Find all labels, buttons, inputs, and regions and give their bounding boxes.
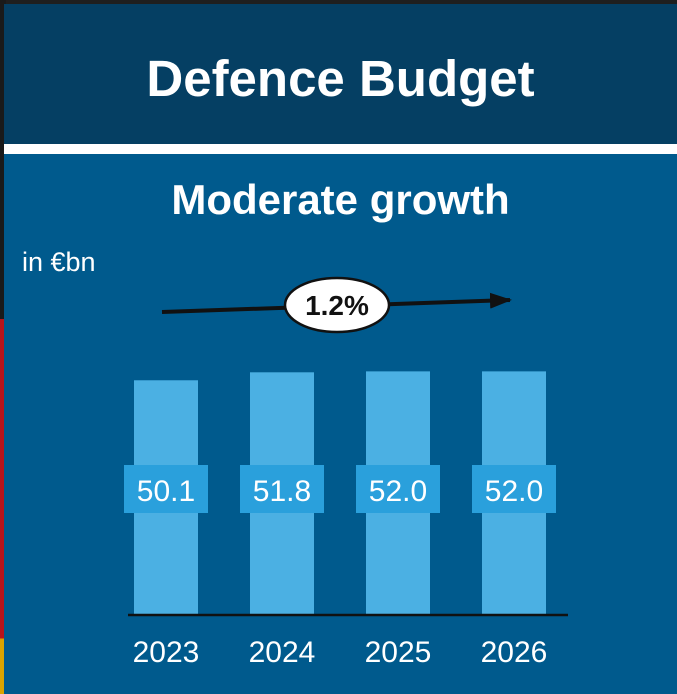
bar-chart: 1.2% 50.1 2023 51.8 2024 52.0 2025 52.0 2026 bbox=[124, 276, 568, 669]
x-tick-label-2026: 2026 bbox=[481, 636, 548, 669]
x-tick-label-2025: 2025 bbox=[365, 636, 432, 669]
value-label-background-2026 bbox=[472, 465, 556, 513]
value-label-background-2025 bbox=[356, 465, 440, 513]
value-label-2023: 50.1 bbox=[137, 475, 195, 508]
page-title: Defence Budget bbox=[146, 50, 535, 107]
unit-label: in €bn bbox=[22, 247, 96, 277]
value-label-2025: 52.0 bbox=[369, 475, 427, 508]
header-banner: Defence Budget bbox=[4, 4, 677, 144]
value-label-2026: 52.0 bbox=[485, 475, 543, 508]
flag-edge-decoration bbox=[0, 0, 6, 694]
growth-label: 1.2% bbox=[305, 290, 369, 321]
x-tick-label-2024: 2024 bbox=[249, 636, 316, 669]
chart-panel: Moderate growth in €bn 1.2% 50.1 2023 51.8… bbox=[4, 154, 677, 694]
growth-badge bbox=[283, 276, 391, 334]
chart-subtitle: Moderate growth bbox=[171, 176, 510, 223]
value-label-2024: 51.8 bbox=[253, 475, 311, 508]
header-divider bbox=[4, 144, 677, 154]
value-label-background-2024 bbox=[240, 465, 324, 513]
x-tick-label-2023: 2023 bbox=[133, 636, 200, 669]
value-label-background-2023 bbox=[124, 465, 208, 513]
